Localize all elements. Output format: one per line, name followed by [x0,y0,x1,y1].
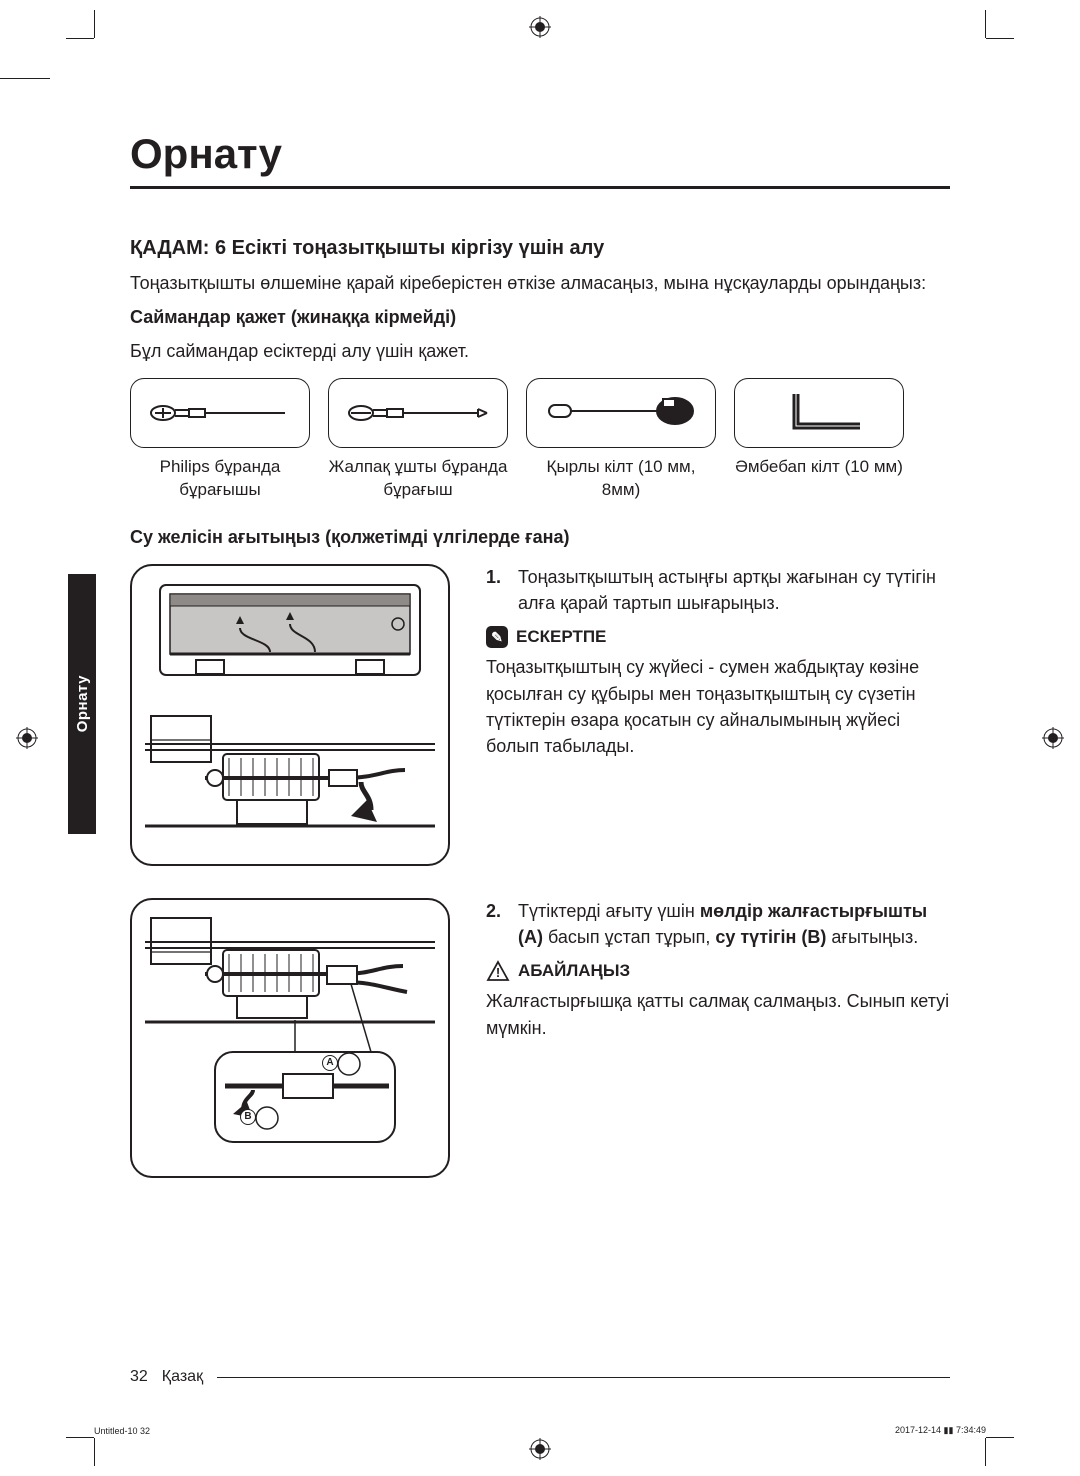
tool-allen-icon [734,378,904,448]
title-rule [130,186,950,189]
tool-philips: Philips бұранда бұрағышы [130,378,310,502]
warn-heading: ! АБАЙЛАҢЫЗ [486,960,950,982]
tools-heading: Саймандар қажет (жинаққа кірмейді) [130,304,950,330]
language-label: Қазақ [162,1368,203,1386]
waterline-detail-icon [145,700,435,850]
footer-rule [217,1377,950,1378]
note-heading: ✎ ЕСКЕРТПЕ [486,626,950,648]
tool-flat-icon [328,378,508,448]
page-footer: 32 Қазақ [130,1368,950,1386]
list-number: 1. [486,564,508,616]
warning-icon: ! [486,960,510,982]
step2-text: Түтіктерді ағыту үшін мөлдір жалғастырғы… [518,898,950,950]
tool-socket: Қырлы кілт (10 мм, 8мм) [526,378,716,502]
trim-mark [986,1437,1014,1438]
step-intro: Тоңазытқышты өлшеміне қарай кіреберістен… [130,270,950,296]
list-number: 2. [486,898,508,950]
tool-socket-icon [526,378,716,448]
tools-row: Philips бұранда бұрағышы Жалпақ ұшты бұр… [130,378,950,502]
svg-text:!: ! [496,965,500,980]
tool-allen: Әмбебап кілт (10 мм) [734,378,904,502]
step2-bold-b: су түтігін (B) [715,927,826,947]
tool-label: Әмбебап кілт (10 мм) [735,456,903,479]
trim-mark [985,1438,986,1466]
step1-text-block: 1. Тоңазытқыштың астыңғы артқы жағынан с… [486,564,950,866]
tool-label: Жалпақ ұшты бұранда [329,456,508,479]
waterline-heading: Су желісін ағытыңыз (қолжетімді үлгілерд… [130,524,950,550]
warn-text: Жалғастырғышқа қатты салмақ салмаңыз. Сы… [486,988,950,1040]
note-text: Тоңазытқыштың су жүйесі - сумен жабдықта… [486,654,950,758]
registration-mark-bottom [529,1438,551,1460]
step2-post: ағытыңыз. [826,927,918,947]
step2-mid: басып ұстап тұрып, [543,927,715,947]
step-heading: ҚАДАМ: 6 Есікті тоңазытқышты кіргізу үші… [130,237,950,260]
diagram-step2 [130,898,450,1178]
warn-label: АБАЙЛАҢЫЗ [518,961,630,981]
diagram-step1 [130,564,450,866]
step2-text-block: 2. Түтіктерді ағыту үшін мөлдір жалғасты… [486,898,950,1178]
callout-a: A [322,1055,338,1071]
tool-label: Қырлы кілт (10 мм, [547,456,696,479]
tool-label: Philips бұранда [160,456,281,479]
print-info-left: Untitled-10 32 [94,1426,150,1436]
step1-text: Тоңазытқыштың астыңғы артқы жағынан су т… [518,564,950,616]
note-label: ЕСКЕРТПЕ [516,627,606,647]
fridge-bottom-icon [150,580,430,690]
tool-flat: Жалпақ ұшты бұранда бұрағыш [328,378,508,502]
callout-b: B [240,1109,256,1125]
trim-mark [94,1438,95,1466]
tool-philips-icon [130,378,310,448]
tool-label: бұрағыш [383,479,452,502]
note-icon: ✎ [486,626,508,648]
tool-label: 8мм) [602,479,641,502]
step2-pre: Түтіктерді ағыту үшін [518,901,700,921]
print-info-right: 2017-12-14 ▮▮ 7:34:49 [895,1425,986,1436]
coupler-detail-icon [145,914,435,1162]
page-title: Орнату [130,130,950,178]
page-number: 32 [130,1368,148,1386]
trim-mark [66,1437,94,1438]
tools-note: Бұл саймандар есіктерді алу үшін қажет. [130,338,950,364]
tool-label: бұрағышы [179,479,260,502]
